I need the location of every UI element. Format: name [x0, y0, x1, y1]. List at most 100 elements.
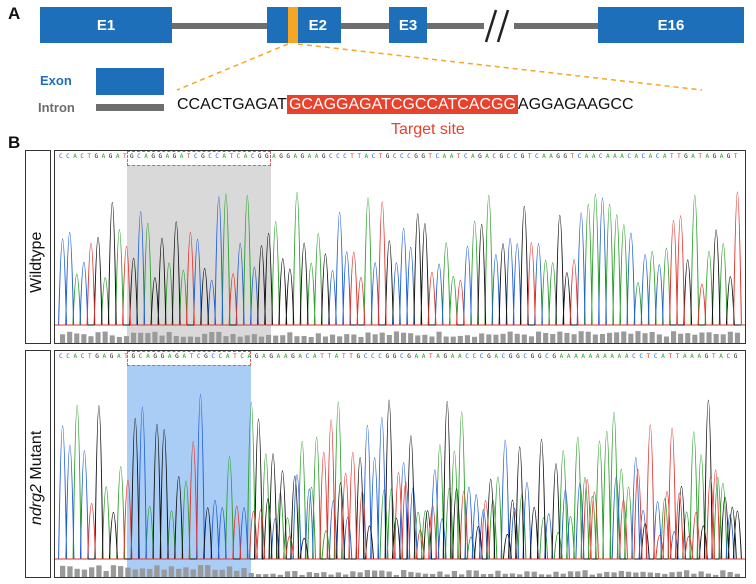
quality-bar — [132, 569, 138, 577]
basecall: C — [371, 153, 377, 160]
quality-bar — [611, 572, 617, 577]
basecall: A — [272, 153, 278, 160]
basecall: G — [712, 153, 718, 160]
quality-bar — [444, 574, 450, 577]
basecall: C — [218, 353, 224, 360]
zoom-guides — [176, 43, 703, 91]
quality-bar — [230, 334, 236, 343]
quality-bar — [488, 573, 494, 577]
basecall: G — [158, 153, 164, 160]
quality-bar — [408, 333, 414, 343]
quality-bar — [546, 574, 552, 577]
basecall: C — [400, 153, 405, 160]
quality-bar — [691, 573, 697, 577]
basecall: T — [122, 153, 128, 160]
quality-bar — [567, 571, 574, 577]
basecall: T — [87, 153, 93, 160]
quality-bar — [241, 568, 247, 577]
basecall: T — [186, 153, 192, 160]
quality-bar — [401, 332, 407, 343]
basecall: C — [598, 153, 604, 160]
basecall: G — [733, 353, 739, 360]
quality-bar — [493, 334, 499, 343]
quality-bar — [521, 334, 527, 343]
quality-bar — [553, 571, 559, 577]
quality-bar — [187, 336, 193, 343]
basecall: A — [574, 353, 580, 360]
trace-C — [55, 393, 745, 560]
basecall: G — [108, 153, 114, 160]
basecall: C — [196, 353, 202, 360]
quality-bar — [473, 570, 479, 577]
quality-bar — [180, 336, 186, 343]
quality-bar — [459, 574, 465, 577]
quality-bar — [464, 335, 470, 343]
basecall: A — [450, 353, 456, 360]
basecall: T — [349, 353, 355, 360]
quality-bar — [251, 334, 257, 343]
basecall: G — [254, 353, 260, 360]
basecall: G — [286, 153, 292, 160]
basecall: A — [690, 353, 696, 360]
basecall: T — [456, 153, 462, 160]
basecall: A — [144, 153, 150, 160]
mutant-label-suffix: Mutant — [28, 430, 45, 485]
quality-bar — [640, 571, 646, 577]
basecall: G — [487, 353, 492, 360]
basecall: A — [312, 353, 318, 360]
basecall: G — [407, 353, 413, 360]
basecall: C — [138, 353, 144, 360]
basecall: C — [211, 353, 217, 360]
basecall: C — [240, 353, 246, 360]
quality-bar — [564, 332, 570, 343]
quality-bar — [147, 568, 153, 577]
quality-bar — [713, 574, 719, 577]
quality-bar — [538, 574, 545, 577]
quality-bar — [517, 574, 523, 577]
quality-bar — [280, 335, 286, 343]
quality-bar — [575, 571, 581, 577]
quality-bar — [357, 572, 363, 577]
quality-bar — [457, 335, 463, 343]
basecall: G — [265, 153, 270, 160]
target-sequence: CCACTGAGAT GCAGGAGATCGCCATCACGG AGGAGAAGCC — [177, 95, 634, 114]
basecall: A — [458, 353, 463, 360]
basecall: T — [428, 153, 434, 160]
quality-bar — [60, 334, 66, 343]
mutant-gene-name: ndrg2 — [28, 484, 45, 525]
quality-bar — [322, 336, 328, 343]
quality-bar — [589, 574, 595, 577]
quality-bar — [472, 336, 478, 343]
cut-site-marker — [288, 7, 298, 43]
basecall: C — [523, 353, 529, 360]
quality-bar — [599, 334, 605, 343]
quality-bar — [102, 331, 108, 343]
quality-bar — [625, 571, 632, 577]
basecall: A — [610, 353, 616, 360]
basecall: T — [698, 153, 704, 160]
basecall: C — [137, 153, 143, 160]
quality-bar — [212, 569, 218, 577]
quality-bar — [393, 575, 399, 577]
panel-b-label: B — [8, 133, 21, 152]
quality-bar — [727, 331, 733, 343]
quality-bar — [705, 573, 711, 577]
panel-a-label: A — [8, 4, 21, 23]
basecall: C — [328, 153, 334, 160]
basecall: G — [704, 353, 710, 360]
quality-bar — [74, 568, 80, 577]
sequence-left-flank: CCACTGAGAT — [177, 96, 287, 113]
quality-bar — [528, 336, 534, 343]
basecall: A — [617, 353, 623, 360]
basecall: A — [165, 153, 171, 160]
basecall: A — [293, 153, 299, 160]
basecall: C — [392, 153, 398, 160]
quality-bar — [237, 336, 243, 343]
quality-bar — [713, 334, 719, 343]
basecall: G — [478, 153, 484, 160]
intron-line — [40, 23, 700, 29]
basecall: C — [627, 153, 633, 160]
quality-bar — [415, 572, 421, 577]
basecall: T — [350, 153, 356, 160]
